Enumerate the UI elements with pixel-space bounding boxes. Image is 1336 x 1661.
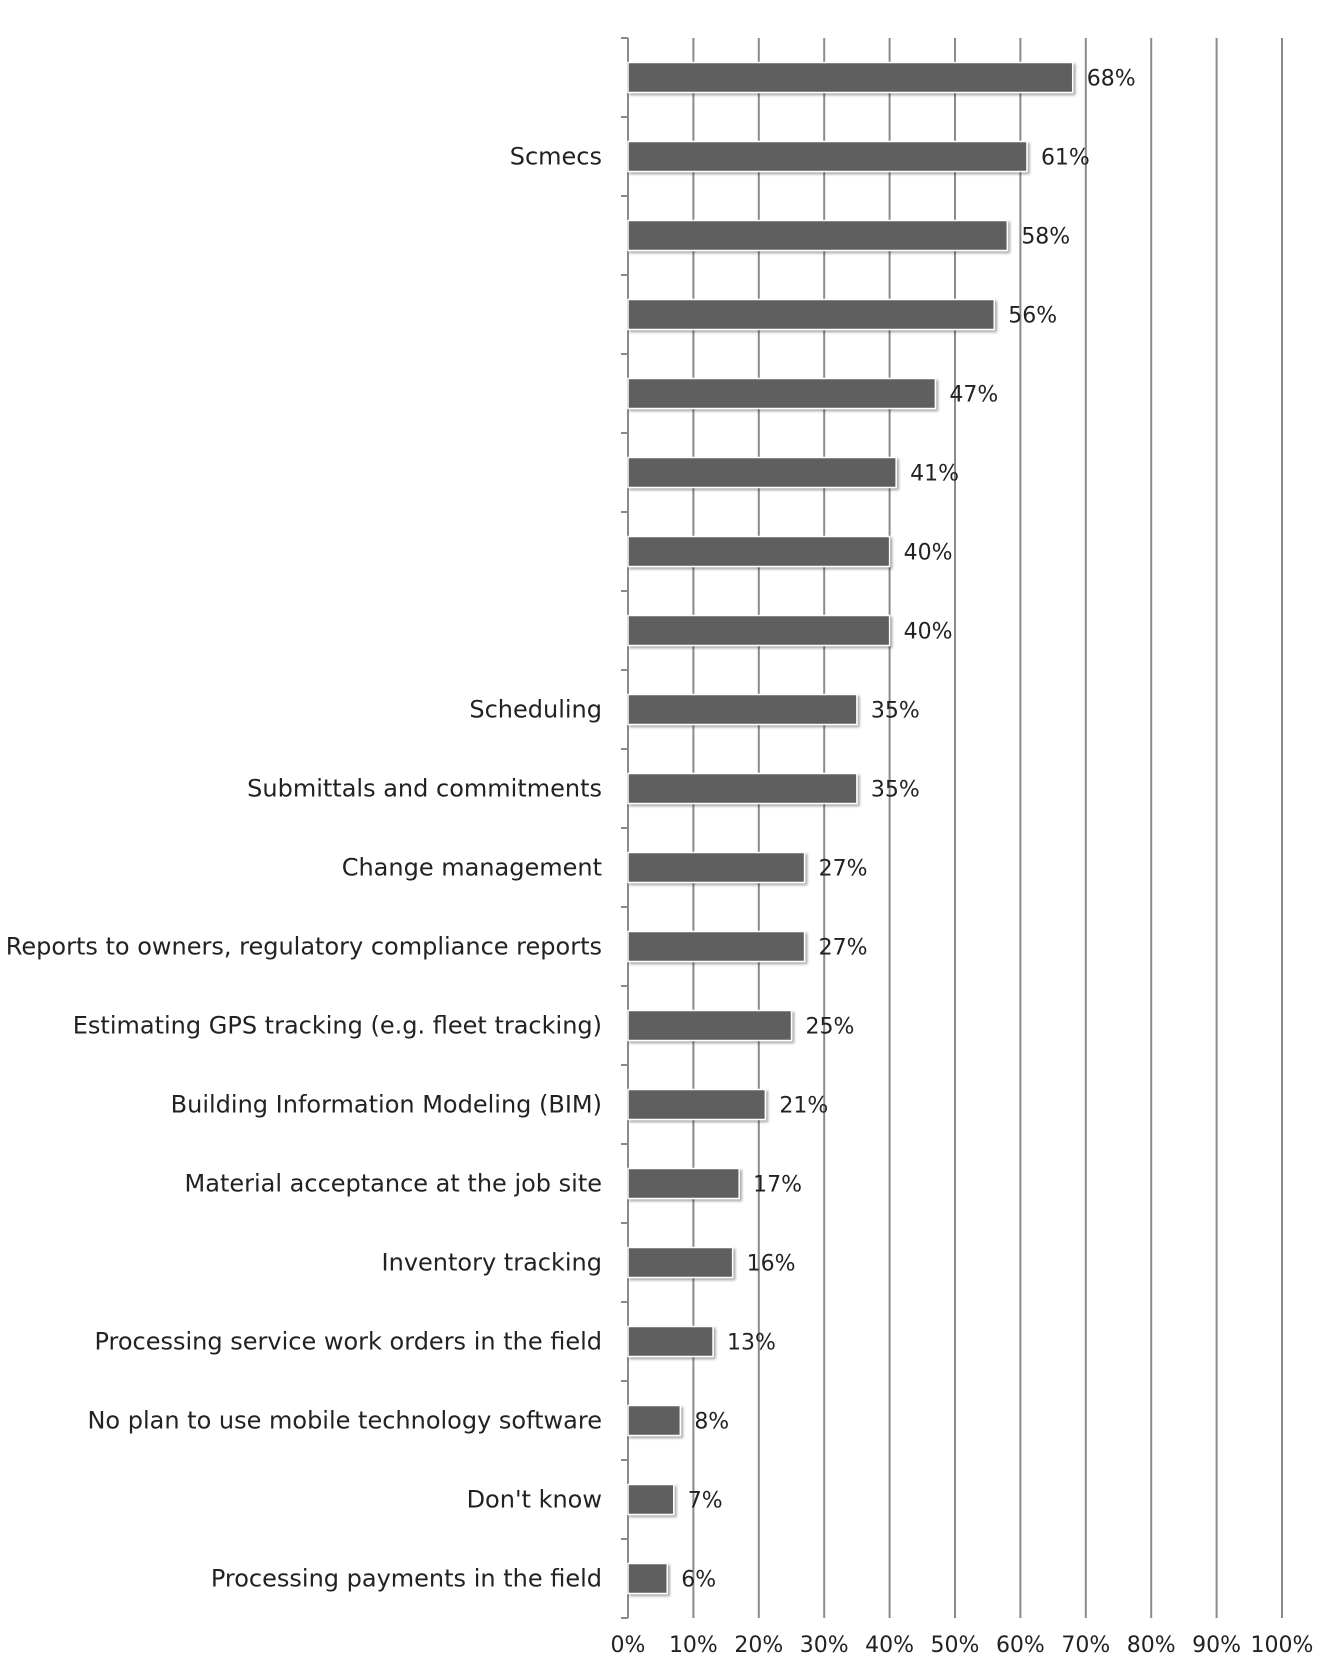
value-label: 8% [694,1410,729,1435]
value-label: 7% [688,1489,723,1514]
value-labels: 68% 61% 58% 56% 47% 41% 40% 40% 35% 35% 27% 27% 25% 2… [681,67,1135,1593]
bar [627,1246,734,1279]
category-label: Submittals and commitments [247,775,602,803]
bar [627,1009,793,1042]
x-axis-tick-labels: 0% 10% 20% 30% 40% 50% 60% 70% 80% 90% 100% [611,1633,1314,1658]
value-label: 35% [871,699,920,724]
bar [627,219,1009,252]
value-label: 25% [806,1015,855,1040]
bar [627,1404,682,1437]
value-label: 41% [910,462,959,487]
category-label: Estimating GPS tracking (e.g. fleet trac… [73,1012,602,1040]
category-label: Material acceptance at the job site [185,1170,602,1198]
value-label: 17% [753,1173,802,1198]
bar [627,1325,714,1358]
value-label: 40% [904,620,953,645]
category-label: Building Information Modeling (BIM) [171,1091,602,1119]
category-label: Scheduling [469,696,602,724]
x-tick-label: 70% [1061,1633,1110,1658]
value-label: 13% [727,1331,776,1356]
bar [627,614,891,647]
value-label: 68% [1087,67,1136,92]
bar [627,1483,675,1516]
value-label: 21% [779,1094,828,1119]
x-tick-label: 60% [996,1633,1045,1658]
gridlines [692,38,1283,1618]
x-tick-label: 30% [800,1633,849,1658]
x-tick-label: 50% [931,1633,980,1658]
category-label: Processing service work orders in the fi… [94,1328,602,1356]
value-label: 61% [1041,146,1090,171]
x-tick-label: 90% [1192,1633,1241,1658]
category-label: Don't know [467,1486,602,1514]
bar [627,298,995,331]
bar [627,1562,668,1595]
value-label: 56% [1008,304,1057,329]
bar [627,140,1028,173]
value-label: 40% [904,541,953,566]
bar [627,851,806,884]
x-tick-label: 40% [865,1633,914,1658]
bar [627,772,858,805]
y-axis [621,37,629,1619]
category-label: Scmecs [510,143,602,171]
x-tick-label: 0% [611,1633,646,1658]
x-tick-label: 100% [1251,1633,1314,1658]
value-label: 35% [871,778,920,803]
value-label: 6% [681,1568,716,1593]
value-label: 47% [949,383,998,408]
value-label: 16% [747,1252,796,1277]
category-label: No plan to use mobile technology softwar… [87,1407,602,1435]
x-tick-label: 80% [1127,1633,1176,1658]
category-label: Processing payments in the field [211,1565,602,1593]
bar [627,535,891,568]
bar [627,1167,740,1200]
value-label: 27% [819,936,868,961]
category-label: Reports to owners, regulatory compliance… [6,933,602,961]
category-label: Inventory tracking [382,1249,602,1277]
bar [627,693,858,726]
x-tick-label: 20% [734,1633,783,1658]
category-label: Change management [342,854,602,882]
value-label: 58% [1021,225,1070,250]
bar [627,456,897,489]
value-label: 27% [819,857,868,882]
bar [627,1088,767,1121]
x-tick-label: 10% [669,1633,718,1658]
bar [627,61,1074,94]
bars [627,61,1074,1595]
bar [627,930,806,963]
category-labels: Scmecs Scheduling Submittals and commitmen… [6,143,602,1593]
bar [627,377,937,410]
